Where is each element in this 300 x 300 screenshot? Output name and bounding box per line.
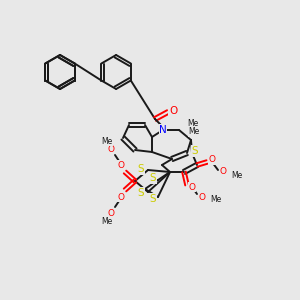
Text: O: O [208, 155, 215, 164]
Text: S: S [150, 173, 156, 183]
Text: S: S [192, 146, 198, 156]
Text: S: S [138, 164, 144, 174]
Text: S: S [138, 188, 144, 198]
Text: S: S [150, 194, 156, 204]
Text: Me: Me [101, 136, 112, 146]
Text: O: O [220, 167, 226, 176]
Text: Me: Me [101, 217, 112, 226]
Text: O: O [107, 208, 115, 217]
Text: O: O [188, 182, 196, 191]
Text: Me: Me [210, 196, 221, 205]
Text: O: O [107, 145, 115, 154]
Text: Me: Me [187, 119, 198, 128]
Text: Me: Me [231, 170, 242, 179]
Text: N: N [159, 125, 167, 135]
Text: O: O [118, 193, 124, 202]
Text: O: O [118, 160, 124, 169]
Text: O: O [199, 193, 206, 202]
Text: O: O [169, 106, 177, 116]
Text: Me: Me [188, 128, 199, 136]
